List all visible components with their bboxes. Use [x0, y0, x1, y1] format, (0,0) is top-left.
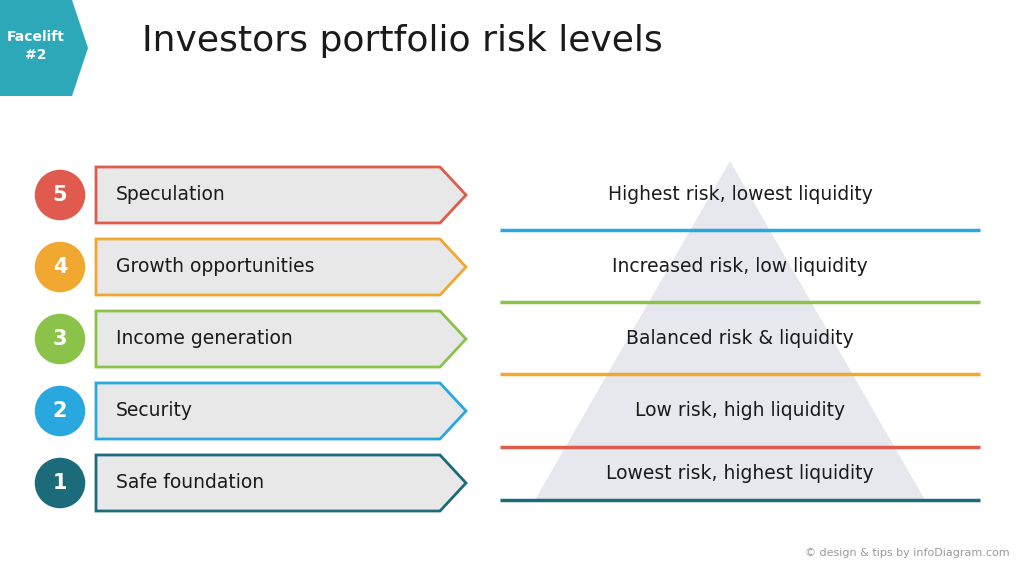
Polygon shape [96, 455, 466, 511]
Text: Security: Security [116, 401, 193, 420]
Polygon shape [96, 239, 466, 295]
Text: Highest risk, lowest liquidity: Highest risk, lowest liquidity [607, 185, 872, 204]
Circle shape [33, 456, 87, 510]
Text: Increased risk, low liquidity: Increased risk, low liquidity [612, 256, 868, 275]
Polygon shape [96, 311, 466, 367]
Text: 5: 5 [52, 185, 68, 205]
Text: Lowest risk, highest liquidity: Lowest risk, highest liquidity [606, 464, 873, 483]
Circle shape [33, 384, 87, 438]
Text: 1: 1 [53, 473, 68, 493]
Text: Safe foundation: Safe foundation [116, 473, 264, 492]
Text: 4: 4 [53, 257, 68, 277]
Text: Balanced risk & liquidity: Balanced risk & liquidity [626, 328, 854, 347]
Text: © design & tips by infoDiagram.com: © design & tips by infoDiagram.com [805, 548, 1010, 558]
Text: 2: 2 [53, 401, 68, 421]
Text: Growth opportunities: Growth opportunities [116, 257, 314, 276]
Circle shape [33, 240, 87, 294]
Circle shape [33, 312, 87, 366]
Text: Income generation: Income generation [116, 329, 293, 348]
Text: Investors portfolio risk levels: Investors portfolio risk levels [142, 24, 663, 58]
Circle shape [33, 168, 87, 222]
Polygon shape [0, 0, 88, 96]
Polygon shape [96, 167, 466, 223]
Polygon shape [96, 383, 466, 439]
Text: 3: 3 [53, 329, 68, 349]
Text: Low risk, high liquidity: Low risk, high liquidity [635, 401, 845, 420]
Polygon shape [535, 161, 925, 500]
Text: Speculation: Speculation [116, 185, 225, 204]
Text: Facelift
#2: Facelift #2 [7, 30, 65, 62]
